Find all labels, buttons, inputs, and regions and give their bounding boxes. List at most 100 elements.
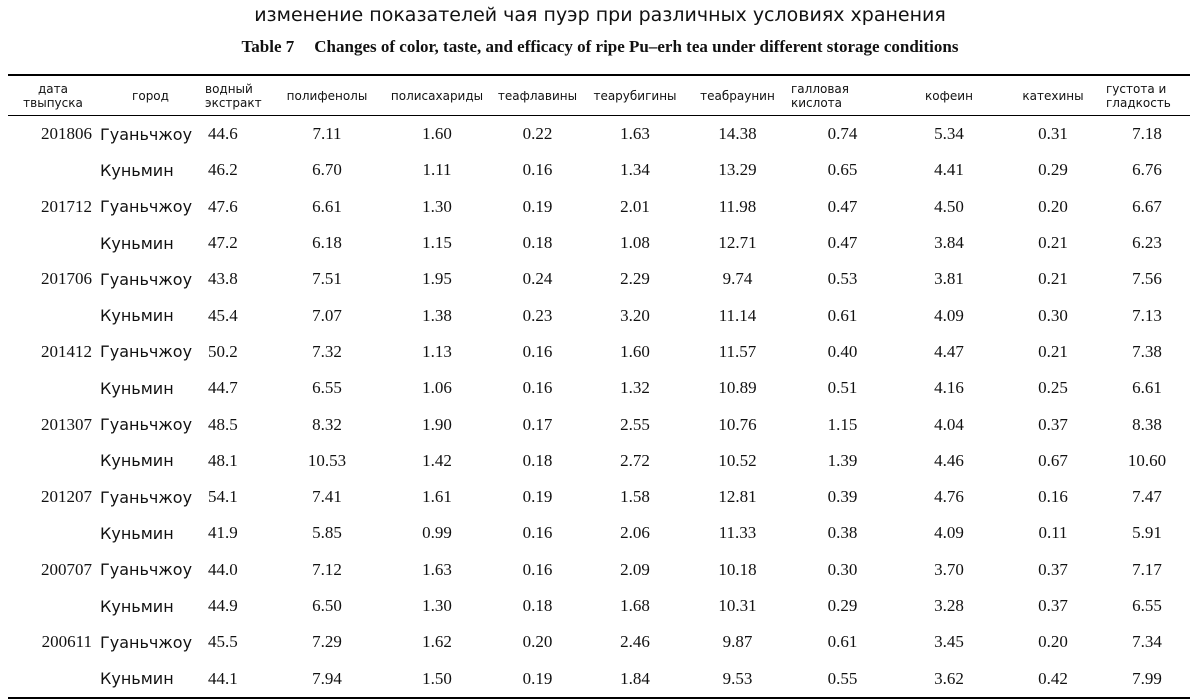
catechins-cell: 0.37 [1038,596,1068,615]
caffeine-cell: 4.76 [934,487,964,507]
theaflavins-cell: 0.19 [522,487,553,507]
thickness-smoothness-cell: 5.91 [1132,523,1162,543]
english-title: Table 7 Changes of color, taste, and effi… [0,37,1200,57]
thearubigins-cell: 2.01 [620,196,650,216]
polysaccharides-cell: 1.90 [422,414,452,434]
polysaccharides-cell: 1.95 [422,269,452,289]
table-row: 201712 Гуаньчжоу 47.6 6.61 1.30 0.19 2.01 11.98… [8,189,1190,225]
catechins-cell: 0.21 [1038,233,1068,253]
table-row: Куньмин 41.9 5.85 0.99 0.16 2.06 11.33 0.38 4.09… [8,515,1190,551]
water-extract-cell: 48.5 [208,414,238,434]
thearubigins-cell: 1.34 [620,160,650,180]
table-row: Куньмин 45.4 7.07 1.38 0.23 3.20 11.14 0.61 4.09… [8,297,1190,333]
gallic-acid-cell: 0.30 [827,559,858,579]
table-row: 200611 Гуаньчжоу 45.5 7.29 1.62 0.20 2.46 9.87 0… [8,624,1190,660]
theaflavins-cell: 0.20 [522,632,553,652]
catechins-cell: 0.25 [1038,378,1068,398]
thearubigins-cell: 3.20 [620,305,650,325]
table-body: 201806 Гуаньчжоу 44.6 7.11 1.60 0.22 1.63 14.38… [8,116,1190,698]
gallic-acid-cell: 0.51 [827,378,858,398]
gallic-acid-cell: 0.61 [827,632,858,652]
polyphenols-cell: 7.41 [312,487,342,507]
catechins-cell: 0.30 [1038,305,1068,325]
city-cell: Гуаньчжоу [100,632,193,652]
water-extract-cell: 47.2 [208,233,238,253]
water-extract-cell: 46.2 [208,160,238,180]
caffeine-cell: 3.45 [934,632,964,652]
table-row: Куньмин 44.1 7.94 1.50 0.19 1.84 9.53 0.55 3.62 0… [8,660,1190,698]
theabrownins-cell: 11.14 [718,305,757,325]
water-extract-cell: 44.7 [208,378,238,398]
thearubigins-cell: 2.06 [620,523,650,543]
header-polysaccharides: полисахариды [390,88,484,103]
table-row: Куньмин 47.2 6.18 1.15 0.18 1.08 12.71 0.47 3.84… [8,225,1190,261]
catechins-cell: 0.20 [1038,632,1068,652]
city-cell: Гуаньчжоу [100,487,193,507]
theaflavins-cell: 0.23 [522,305,553,325]
release-date-cell: 201307 [41,414,92,434]
thickness-smoothness-cell: 7.17 [1132,559,1162,579]
water-extract-cell: 47.6 [208,196,238,216]
polysaccharides-cell: 1.06 [422,378,452,398]
catechins-cell: 0.29 [1038,160,1068,180]
polyphenols-cell: 7.51 [312,269,342,289]
polyphenols-cell: 10.53 [307,450,347,470]
catechins-cell: 0.21 [1038,269,1068,289]
theaflavins-cell: 0.16 [522,559,553,579]
theabrownins-cell: 10.31 [718,596,757,615]
polysaccharides-cell: 1.38 [422,305,452,325]
thickness-smoothness-cell: 6.76 [1132,160,1162,180]
thearubigins-cell: 2.55 [620,414,650,434]
gallic-acid-cell: 0.53 [827,269,858,289]
gallic-acid-cell: 0.61 [827,305,858,325]
city-cell: Гуаньчжоу [100,560,193,580]
polyphenols-cell: 7.11 [312,124,342,144]
header-release-date: дата твыпуска [23,81,83,110]
catechins-cell: 0.67 [1038,450,1068,470]
release-date-cell [8,297,98,333]
water-extract-cell: 44.9 [208,596,238,615]
polyphenols-cell: 6.18 [312,233,342,253]
catechins-cell: 0.37 [1038,414,1068,434]
polyphenols-cell: 6.55 [312,378,342,398]
header-theaflavins: теафлавины [497,88,578,103]
water-extract-cell: 48.1 [208,450,238,470]
water-extract-cell: 44.1 [208,668,238,688]
release-date-cell: 200611 [41,632,92,652]
theaflavins-cell: 0.16 [522,378,553,398]
header-polyphenols: полифенолы [286,88,368,103]
header-thearubigins: теарубигины [593,88,677,103]
theabrownins-cell: 11.98 [718,196,757,216]
release-date-cell [8,660,98,697]
gallic-acid-cell: 1.39 [827,450,858,470]
city-cell: Куньмин [100,596,174,616]
catechins-cell: 0.21 [1038,341,1068,361]
thickness-smoothness-cell: 7.38 [1132,341,1162,361]
polysaccharides-cell: 1.60 [422,124,452,144]
release-date-cell [8,225,98,261]
theabrownins-cell: 9.53 [722,668,753,688]
theabrownins-cell: 9.87 [722,632,753,652]
city-cell: Гуаньчжоу [100,415,193,435]
theabrownins-cell: 13.29 [718,160,757,180]
catechins-cell: 0.42 [1038,668,1068,688]
release-date-cell [8,152,98,188]
thickness-smoothness-cell: 6.23 [1132,233,1162,253]
thearubigins-cell: 1.08 [620,233,650,253]
catechins-cell: 0.16 [1038,487,1068,507]
thearubigins-cell: 2.46 [620,632,650,652]
polysaccharides-cell: 1.30 [422,596,452,615]
thearubigins-cell: 1.58 [620,487,650,507]
release-date-cell [8,443,98,479]
gallic-acid-cell: 0.47 [827,196,858,216]
caffeine-cell: 3.28 [934,596,964,615]
theabrownins-cell: 12.71 [718,233,757,253]
header-caffeine: кофеин [925,88,973,103]
thearubigins-cell: 1.60 [620,341,650,361]
theabrownins-cell: 14.38 [718,124,757,144]
theabrownins-cell: 10.18 [718,559,757,579]
table-row: 201706 Гуаньчжоу 43.8 7.51 1.95 0.24 2.29 9.74 0… [8,261,1190,297]
release-date-cell: 201207 [41,487,92,507]
theaflavins-cell: 0.22 [522,124,553,144]
gallic-acid-cell: 0.38 [827,523,858,543]
